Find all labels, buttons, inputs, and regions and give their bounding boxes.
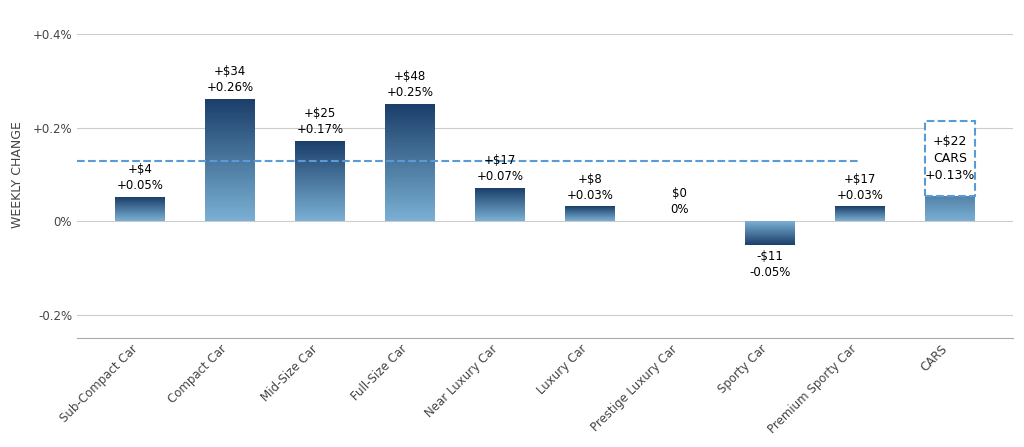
Y-axis label: WEEKLY CHANGE: WEEKLY CHANGE xyxy=(11,121,25,228)
Text: +$22
CARS
+0.13%: +$22 CARS +0.13% xyxy=(925,135,975,182)
Text: +$17
+0.07%: +$17 +0.07% xyxy=(476,154,523,183)
Text: -$11
-0.05%: -$11 -0.05% xyxy=(750,250,791,279)
Text: +$34
+0.26%: +$34 +0.26% xyxy=(207,65,254,94)
Text: +$48
+0.25%: +$48 +0.25% xyxy=(386,70,433,99)
Text: $0
0%: $0 0% xyxy=(671,187,689,216)
Text: +$25
+0.17%: +$25 +0.17% xyxy=(296,107,343,136)
Text: +$8
+0.03%: +$8 +0.03% xyxy=(566,173,613,202)
Text: +$17
+0.03%: +$17 +0.03% xyxy=(837,173,884,202)
Text: +$4
+0.05%: +$4 +0.05% xyxy=(117,163,164,192)
FancyBboxPatch shape xyxy=(925,121,975,196)
